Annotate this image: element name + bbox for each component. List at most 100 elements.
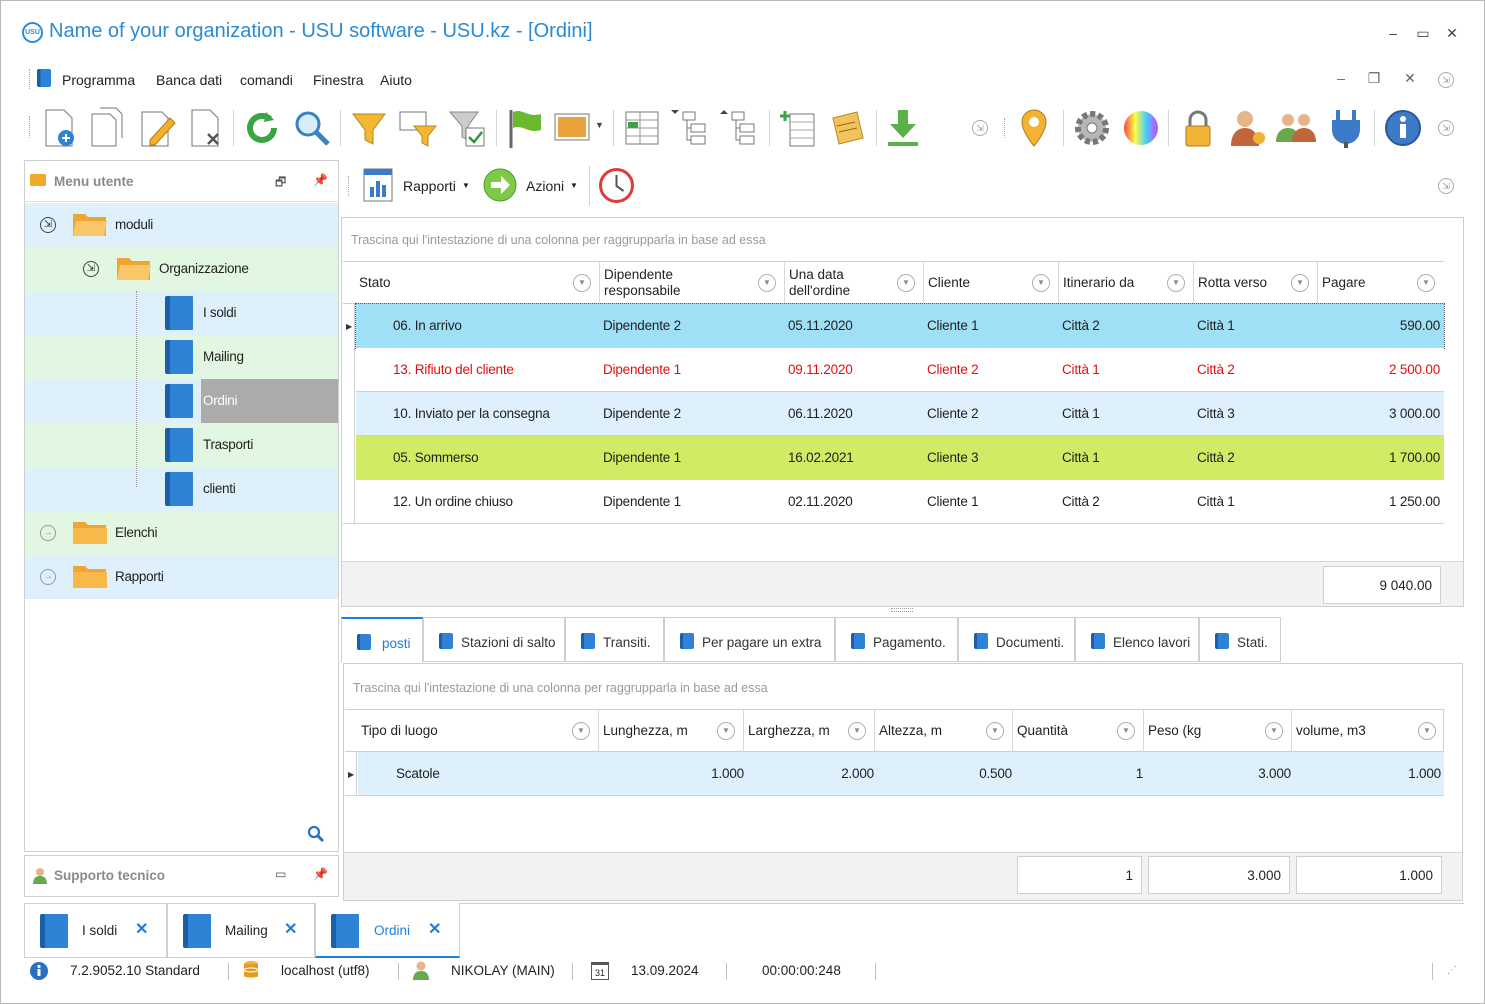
filter-icon[interactable]: ▼: [1417, 274, 1435, 292]
close-button[interactable]: ✕: [1446, 25, 1458, 41]
doc-tab-mailing[interactable]: Mailing ✕: [167, 903, 315, 958]
toolbar-scroll-left-icon[interactable]: ⇲: [972, 120, 988, 136]
panel-float-icon[interactable]: 🗗: [275, 175, 287, 189]
filter-apply-icon[interactable]: [446, 106, 490, 150]
color-wheel-icon[interactable]: [1119, 106, 1163, 150]
filter-icon[interactable]: ▼: [1117, 722, 1135, 740]
notes-icon[interactable]: [825, 106, 869, 150]
user-icon[interactable]: [1225, 106, 1269, 150]
copy-record-icon[interactable]: [86, 106, 130, 150]
expand-icon[interactable]: →: [40, 525, 56, 541]
tree-item-clienti[interactable]: clienti: [25, 467, 338, 511]
col-header-stato[interactable]: Stato ▼: [355, 262, 600, 304]
image-icon[interactable]: [551, 106, 595, 150]
tree-item-i-soldi[interactable]: I soldi: [25, 291, 338, 335]
table-row[interactable]: 12. Un ordine chiuso Dipendente 1 02.11.20…: [356, 480, 1444, 524]
filter-icon[interactable]: ▼: [758, 274, 776, 292]
mdi-close-button[interactable]: ✕: [1404, 70, 1416, 86]
col-header-lunghezza[interactable]: Lunghezza, m ▼: [599, 710, 744, 752]
menu-finestra[interactable]: Finestra: [313, 72, 364, 88]
close-tab-icon[interactable]: ✕: [135, 921, 149, 938]
col-header-cliente[interactable]: Cliente ▼: [924, 262, 1059, 304]
column-chooser-icon[interactable]: [620, 106, 664, 150]
col-header-tipo-di-luogo[interactable]: Tipo di luogo ▼: [357, 710, 599, 752]
table-row[interactable]: 05. Sommerso Dipendente 1 16.02.2021 Client…: [356, 436, 1444, 480]
filter-icon[interactable]: ▼: [573, 274, 591, 292]
tab-posti[interactable]: posti: [341, 617, 423, 662]
col-header-pagare[interactable]: Pagare ▼: [1318, 262, 1443, 304]
tab-transiti[interactable]: Transiti.: [565, 617, 664, 662]
splitter-handle[interactable]: [891, 608, 913, 612]
menu-programma[interactable]: Programma: [62, 72, 136, 88]
filter-icon[interactable]: ▼: [1291, 274, 1309, 292]
col-header-rotta-verso[interactable]: Rotta verso ▼: [1194, 262, 1318, 304]
search-icon[interactable]: [290, 106, 334, 150]
add-row-icon[interactable]: [776, 106, 820, 150]
filter-icon[interactable]: ▼: [848, 722, 866, 740]
filter-icon[interactable]: ▼: [897, 274, 915, 292]
filter-icon[interactable]: ▼: [1167, 274, 1185, 292]
collapse-tree-icon[interactable]: [718, 106, 762, 150]
panel-pin-icon[interactable]: 📌: [313, 867, 328, 881]
users-group-icon[interactable]: [1274, 106, 1318, 150]
close-tab-icon[interactable]: ✕: [428, 921, 442, 938]
col-header-itinerario-da[interactable]: Itinerario da ▼: [1059, 262, 1194, 304]
close-tab-icon[interactable]: ✕: [284, 921, 298, 938]
filter-icon[interactable]: ▼: [572, 722, 590, 740]
table-row[interactable]: 10. Inviato per la consegna Dipendente 2 0…: [356, 392, 1444, 436]
settings-gear-icon[interactable]: [1070, 106, 1114, 150]
filter-icon[interactable]: ▼: [717, 722, 735, 740]
tree-item-trasporti[interactable]: Trasporti: [25, 423, 338, 467]
tree-item-rapporti[interactable]: → Rapporti: [25, 555, 338, 599]
col-header-dipendente[interactable]: Dipendente responsabile ▼: [600, 262, 785, 304]
mdi-restore-button[interactable]: ❐: [1367, 70, 1381, 86]
refresh-icon[interactable]: [240, 106, 284, 150]
col-header-altezza[interactable]: Altezza, m ▼: [875, 710, 1013, 752]
clock-icon[interactable]: [598, 167, 635, 204]
plugin-icon[interactable]: [1324, 106, 1368, 150]
tab-per-pagare-un-extra[interactable]: Per pagare un extra: [664, 617, 835, 662]
minimize-button[interactable]: –: [1389, 25, 1397, 41]
tree-item-moduli[interactable]: ⇲ moduli: [25, 203, 338, 247]
menubar-scroll-icon[interactable]: ⇲: [1438, 72, 1454, 88]
expand-tree-icon[interactable]: [669, 106, 713, 150]
tab-elenco-lavori[interactable]: Elenco lavori: [1075, 617, 1199, 662]
collapse-icon[interactable]: ⇲: [83, 261, 99, 277]
tab-stati[interactable]: Stati.: [1199, 617, 1281, 662]
image-dropdown-icon[interactable]: ▼: [595, 120, 604, 130]
filter-icon[interactable]: ▼: [1265, 722, 1283, 740]
toolbar-scroll-icon[interactable]: ⇲: [1438, 120, 1454, 136]
resize-grip-icon[interactable]: ⋰: [1447, 965, 1457, 976]
actions-dropdown-icon[interactable]: ▼: [570, 181, 578, 190]
table-row[interactable]: 06. In arrivo Dipendente 2 05.11.2020 Clien…: [355, 303, 1445, 349]
actions-menu-label[interactable]: Azioni: [526, 178, 565, 194]
col-header-volume[interactable]: volume, m3 ▼: [1292, 710, 1444, 752]
expand-icon[interactable]: →: [40, 569, 56, 585]
info-icon[interactable]: [1381, 106, 1425, 150]
filter-icon[interactable]: ▼: [1418, 722, 1436, 740]
col-header-quantita[interactable]: Quantità ▼: [1013, 710, 1144, 752]
tab-stazioni-di-salto[interactable]: Stazioni di salto: [423, 617, 565, 662]
filter-icon[interactable]: ▼: [986, 722, 1004, 740]
filter-icon[interactable]: [347, 106, 391, 150]
panel-pin-icon[interactable]: 📌: [313, 173, 328, 187]
doc-tab-i-soldi[interactable]: I soldi ✕: [24, 903, 167, 958]
menu-banca-dati[interactable]: Banca dati: [156, 72, 223, 88]
tab-documenti[interactable]: Documenti.: [958, 617, 1075, 662]
actions-arrow-icon[interactable]: [482, 167, 518, 203]
reports-icon[interactable]: [362, 167, 394, 203]
menu-comandi[interactable]: comandi: [240, 72, 293, 88]
flag-icon[interactable]: [503, 106, 547, 150]
tab-pagamento[interactable]: Pagamento.: [835, 617, 958, 662]
table-row[interactable]: Scatole 1.000 2.000 0.500 1 3.000 1.000: [358, 752, 1444, 796]
tree-item-mailing[interactable]: Mailing: [25, 335, 338, 379]
reports-menu-label[interactable]: Rapporti: [403, 178, 456, 194]
search-icon[interactable]: [307, 825, 325, 843]
tree-item-ordini[interactable]: Ordini: [25, 379, 338, 423]
reports-dropdown-icon[interactable]: ▼: [462, 181, 470, 190]
collapse-icon[interactable]: ⇲: [40, 217, 56, 233]
menu-aiuto[interactable]: Aiuto: [380, 72, 412, 88]
col-header-larghezza[interactable]: Larghezza, m ▼: [744, 710, 875, 752]
lock-icon[interactable]: [1176, 106, 1220, 150]
col-header-data[interactable]: Una data dell'ordine ▼: [785, 262, 924, 304]
